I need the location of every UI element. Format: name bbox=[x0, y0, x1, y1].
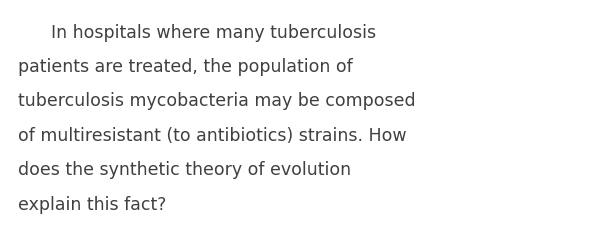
Text: patients are treated, the population of: patients are treated, the population of bbox=[18, 58, 353, 76]
Text: does the synthetic theory of evolution: does the synthetic theory of evolution bbox=[18, 161, 351, 179]
Text: of multiresistant (to antibiotics) strains. How: of multiresistant (to antibiotics) strai… bbox=[18, 127, 407, 145]
Text: tuberculosis mycobacteria may be composed: tuberculosis mycobacteria may be compose… bbox=[18, 92, 416, 110]
Text: In hospitals where many tuberculosis: In hospitals where many tuberculosis bbox=[18, 24, 376, 42]
Text: explain this fact?: explain this fact? bbox=[18, 196, 167, 214]
